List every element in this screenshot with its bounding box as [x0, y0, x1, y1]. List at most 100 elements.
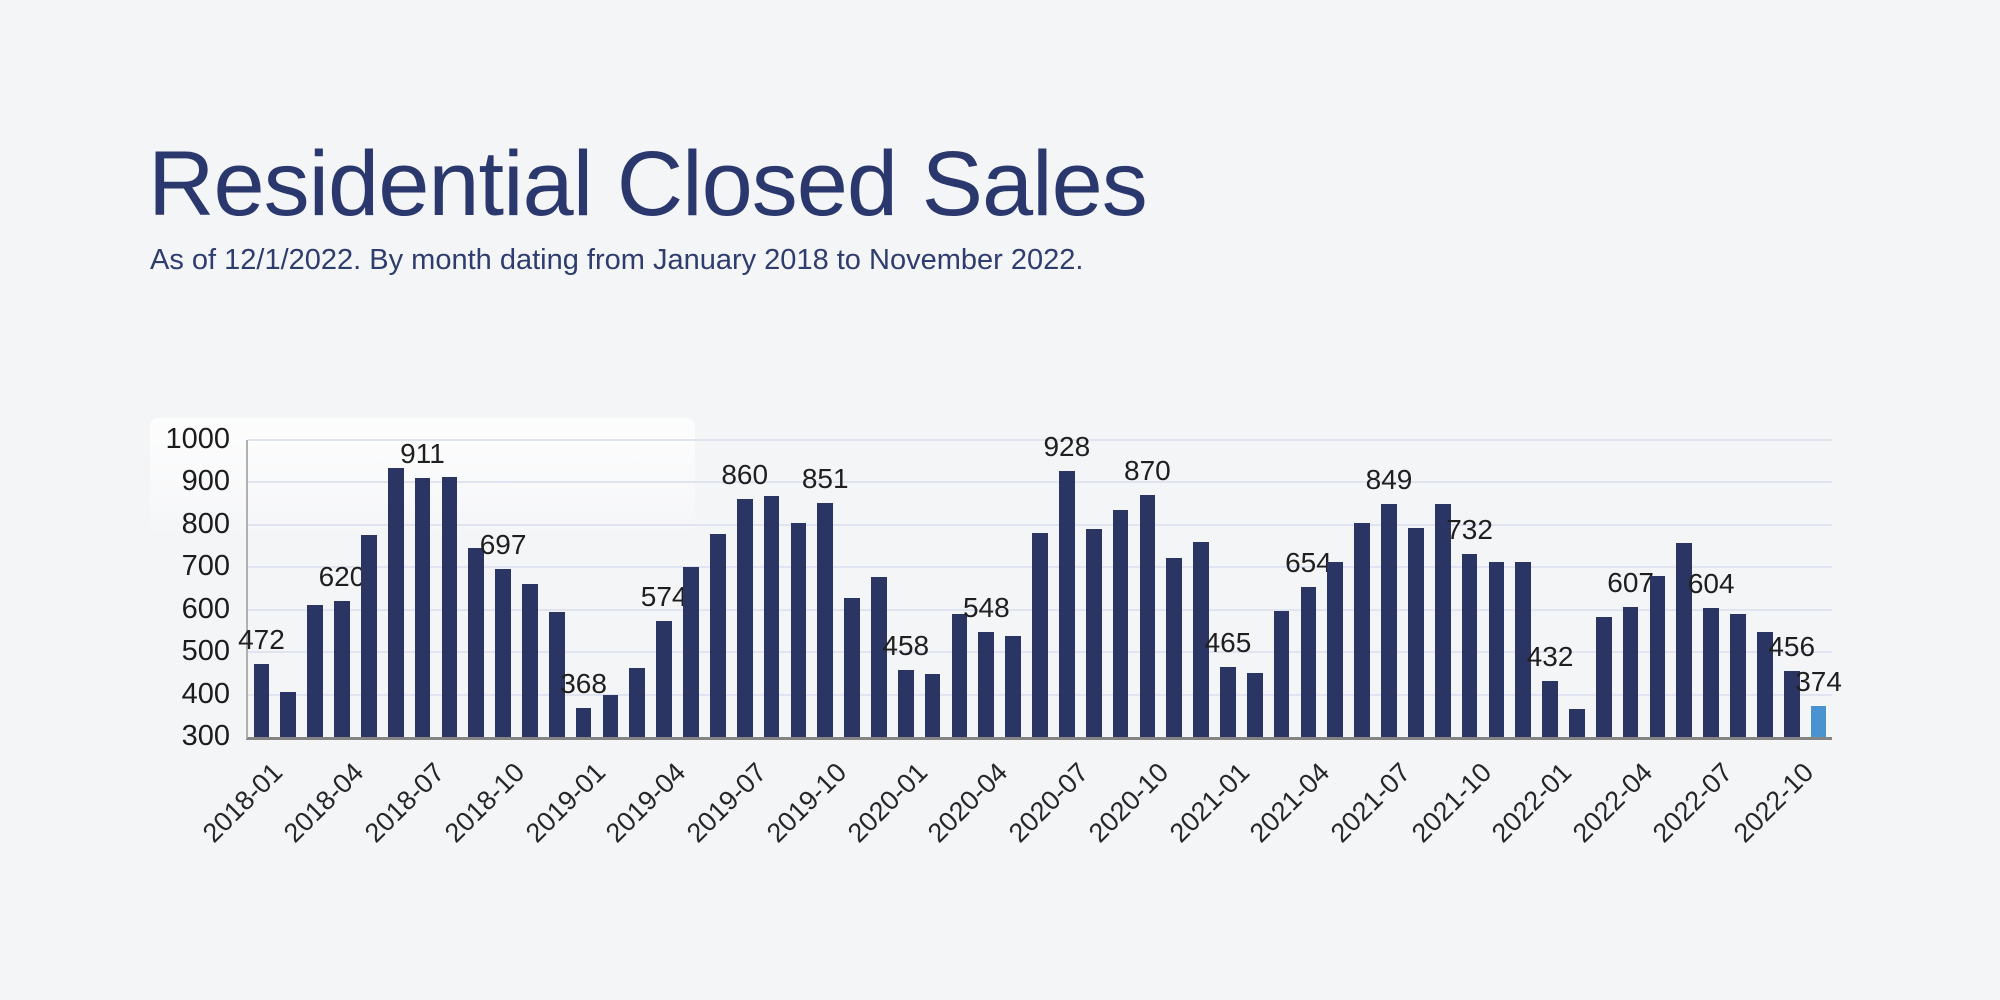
x-tick-label: 2019-07: [680, 757, 772, 849]
bar[interactable]: [1515, 562, 1532, 737]
y-tick-label: 800: [181, 507, 230, 540]
bar[interactable]: [307, 605, 323, 737]
x-tick-label: 2019-10: [761, 757, 853, 849]
bar[interactable]: [495, 568, 511, 737]
bar[interactable]: [1703, 608, 1720, 737]
bar[interactable]: [817, 503, 834, 737]
bar[interactable]: [1730, 613, 1746, 737]
bar[interactable]: [844, 597, 860, 737]
x-tick-label: 2020-10: [1083, 757, 1175, 849]
bar-highlighted[interactable]: [1810, 705, 1827, 737]
bar[interactable]: [1193, 541, 1209, 737]
bar-value-label: 465: [1204, 627, 1252, 658]
bar[interactable]: [629, 668, 646, 737]
bar[interactable]: [1139, 495, 1156, 737]
plot-area: 472 620 911 697 368 574 860 851 458 548 928 870 465 6…: [238, 431, 1842, 740]
bar-value-label: 472: [238, 624, 285, 656]
bar[interactable]: [387, 468, 404, 737]
bar[interactable]: [1246, 673, 1263, 737]
bar[interactable]: [978, 631, 995, 737]
bar[interactable]: [1273, 610, 1290, 737]
bar[interactable]: [1220, 667, 1236, 737]
bar[interactable]: [736, 499, 753, 737]
gridline: [248, 523, 1832, 526]
bar[interactable]: [709, 534, 726, 737]
y-tick-label: 600: [181, 592, 230, 625]
y-tick-label: 300: [181, 719, 230, 752]
bar-value-label: 860: [721, 459, 769, 491]
page-subtitle: As of 12/1/2022. By month dating from Ja…: [150, 244, 1084, 276]
x-axis: 2018-01 2018-04 2018-07 2018-10 2019-01 2019-…: [197, 747, 1830, 887]
bar[interactable]: [1542, 681, 1558, 737]
y-tick-label: 500: [181, 634, 230, 667]
bar[interactable]: [575, 708, 592, 737]
bar[interactable]: [602, 694, 619, 737]
x-tick-label: 2019-01: [519, 757, 611, 849]
bar[interactable]: [683, 567, 699, 737]
bar[interactable]: [951, 613, 968, 737]
bar[interactable]: [280, 692, 297, 737]
bar[interactable]: [548, 611, 565, 737]
bar[interactable]: [253, 664, 270, 737]
bar-value-label: 851: [801, 463, 849, 495]
bar[interactable]: [790, 522, 807, 737]
bar[interactable]: [1058, 470, 1075, 737]
bar-value-label: 458: [882, 629, 930, 661]
bar-value-label: 574: [640, 580, 688, 612]
bar[interactable]: [1461, 553, 1478, 737]
y-tick-label: 400: [181, 677, 230, 710]
bar[interactable]: [1166, 557, 1183, 737]
x-tick-label: 2022-01: [1486, 757, 1578, 849]
bar-value-label: 870: [1124, 455, 1171, 487]
x-tick-label: 2022-04: [1566, 757, 1658, 849]
x-tick-label: 2021-01: [1163, 757, 1256, 849]
x-tick-label: 2022-10: [1727, 757, 1819, 849]
x-tick-label: 2021-04: [1244, 757, 1336, 849]
bar[interactable]: [924, 674, 941, 737]
bar[interactable]: [1649, 575, 1666, 737]
bar[interactable]: [1622, 606, 1639, 737]
bar[interactable]: [360, 535, 377, 737]
bar-value-label: 732: [1446, 513, 1493, 545]
bar[interactable]: [1569, 709, 1585, 737]
bar-value-label: 654: [1285, 546, 1332, 578]
bar-value-label: 548: [962, 591, 1010, 623]
bar[interactable]: [1595, 616, 1612, 737]
x-tick-label: 2018-01: [197, 757, 289, 849]
bar-value-label: 368: [560, 668, 607, 700]
bar[interactable]: [468, 548, 485, 737]
bar[interactable]: [897, 669, 914, 737]
bar[interactable]: [1300, 586, 1317, 737]
bar[interactable]: [1757, 631, 1773, 737]
y-tick-label: 700: [181, 550, 230, 583]
bar[interactable]: [1327, 561, 1344, 737]
x-tick-label: 2021-10: [1405, 757, 1497, 849]
bar-value-label: 374: [1795, 665, 1842, 697]
bar[interactable]: [441, 476, 458, 737]
bar[interactable]: [871, 576, 887, 737]
bar[interactable]: [1408, 527, 1424, 737]
bar[interactable]: [334, 601, 350, 737]
bar[interactable]: [1085, 529, 1102, 737]
bar[interactable]: [1434, 503, 1451, 737]
bar-value-label: 607: [1607, 566, 1654, 598]
y-tick-label: 1000: [165, 422, 230, 455]
bar-value-label: 928: [1043, 430, 1091, 462]
bar[interactable]: [656, 620, 672, 737]
bar[interactable]: [1783, 670, 1800, 737]
bar[interactable]: [1488, 562, 1505, 737]
bar[interactable]: [1676, 543, 1693, 737]
bar[interactable]: [1112, 510, 1129, 737]
bar-value-label: 456: [1768, 630, 1816, 662]
bar[interactable]: [763, 496, 780, 737]
bar-value-label: 432: [1526, 641, 1574, 672]
bar-value-label: 604: [1687, 568, 1735, 600]
bar[interactable]: [1032, 533, 1048, 737]
bar[interactable]: [1005, 636, 1021, 737]
bar[interactable]: [414, 477, 431, 737]
bar[interactable]: [1354, 522, 1371, 737]
bar[interactable]: [1381, 504, 1397, 737]
bar[interactable]: [522, 584, 538, 737]
x-tick-label: 2020-01: [841, 757, 933, 849]
